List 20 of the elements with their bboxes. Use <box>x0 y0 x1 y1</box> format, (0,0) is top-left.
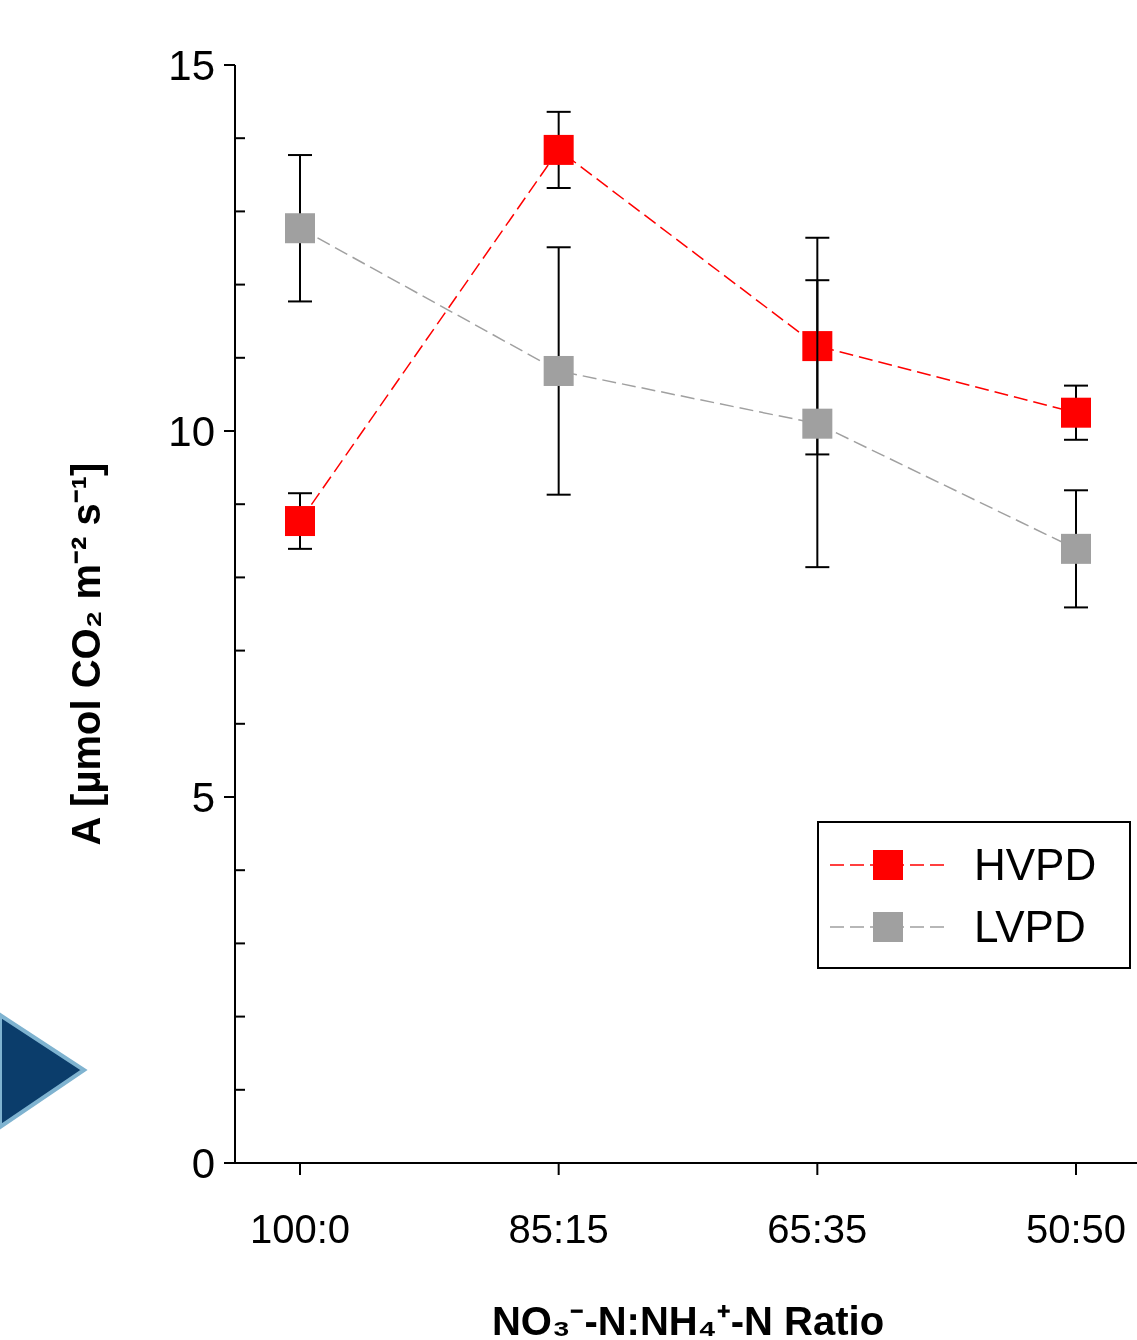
point <box>543 134 574 165</box>
point <box>285 506 315 537</box>
y-axis-title: A [µmol CO₂ m⁻² s⁻¹] <box>64 462 108 846</box>
x-axis-title: NO₃⁻-N:NH₄⁺-N Ratio <box>491 1299 885 1340</box>
legend-label: HVPD <box>974 840 1097 890</box>
point <box>285 213 315 244</box>
y-tick-label: 15 <box>168 41 215 89</box>
x-tick-label: 50:50 <box>1025 1207 1127 1251</box>
legend-label: LVPD <box>974 902 1086 952</box>
y-tick-label: 10 <box>168 407 215 455</box>
y-tick-label: 5 <box>191 773 215 821</box>
point <box>1061 397 1091 428</box>
x-tick-label: 100:0 <box>249 1207 351 1251</box>
point <box>802 331 833 362</box>
point <box>802 408 833 439</box>
point <box>543 355 574 386</box>
point <box>1061 533 1091 564</box>
x-tick-label: 85:15 <box>508 1207 609 1251</box>
x-tick-label: 65:35 <box>767 1207 868 1251</box>
y-tick-label: 0 <box>191 1139 215 1187</box>
